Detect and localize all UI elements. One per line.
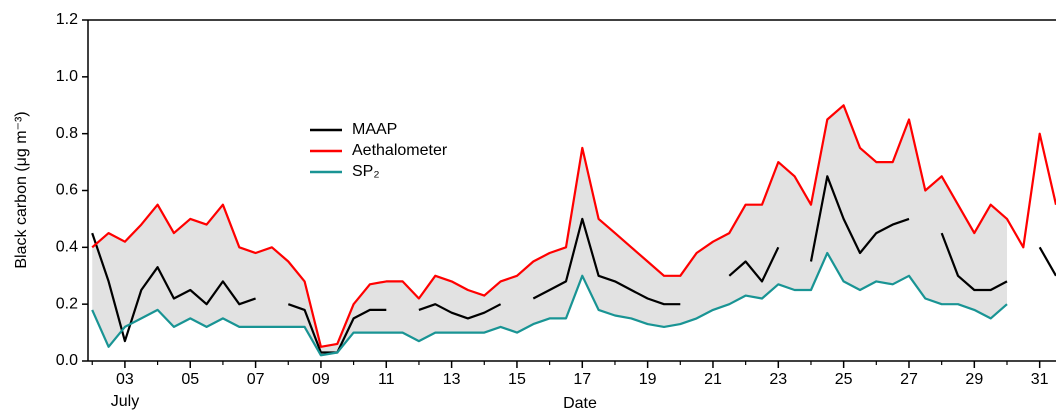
legend-label: Aethalometer — [352, 142, 448, 159]
x-tick-label: 09 — [312, 371, 330, 388]
y-tick-label: 0.8 — [56, 125, 78, 142]
x-tick-label: 19 — [639, 371, 657, 388]
x-tick-label: 27 — [900, 371, 918, 388]
y-tick-label: 0.4 — [56, 239, 78, 256]
x-tick-label: 25 — [835, 371, 853, 388]
data-line — [91, 104, 1056, 348]
y-tick-label: 1.2 — [56, 11, 78, 28]
y-tick-label: 0.0 — [56, 352, 78, 369]
x-axis-label: Date — [563, 395, 597, 412]
x-tick-label: 31 — [1031, 371, 1049, 388]
legend-label: MAAP — [352, 121, 397, 138]
x-tick-label: 23 — [769, 371, 787, 388]
x-tick-label: 11 — [378, 371, 395, 388]
annotation: July — [111, 393, 139, 410]
x-tick-label: 29 — [965, 371, 983, 388]
x-tick-label: 07 — [247, 371, 265, 388]
range-band — [92, 105, 1007, 356]
y-tick-label: 0.6 — [56, 182, 78, 199]
y-tick-label: 0.2 — [56, 295, 78, 312]
x-tick-label: 03 — [116, 371, 134, 388]
x-tick-label: 17 — [573, 371, 591, 388]
x-tick-label: 21 — [704, 371, 722, 388]
legend-label: SP₂ — [352, 163, 380, 180]
y-tick-label: 1.0 — [56, 68, 78, 85]
x-tick-label: 05 — [181, 371, 199, 388]
x-tick-label: 15 — [508, 371, 526, 388]
data-line — [91, 251, 1008, 357]
x-tick-label: 13 — [443, 371, 461, 388]
y-axis-label: Black carbon (μg m⁻³) — [13, 111, 30, 268]
